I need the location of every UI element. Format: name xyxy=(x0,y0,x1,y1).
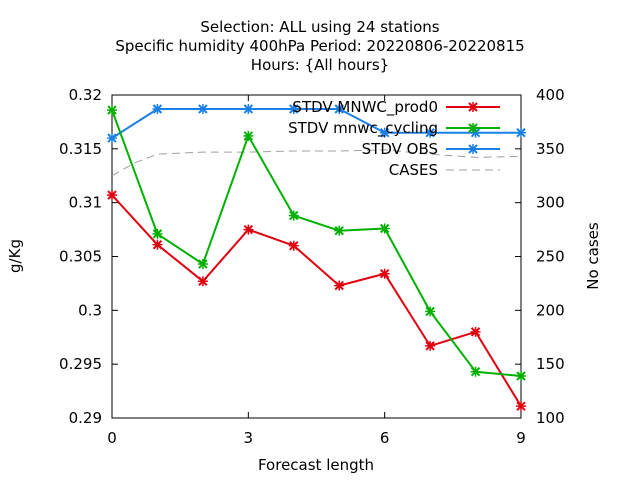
y2-tick-label: 150 xyxy=(536,355,565,373)
y-axis-label: g/Kg xyxy=(6,239,24,273)
y-tick-label: 0.29 xyxy=(69,409,102,427)
x-tick-label: 0 xyxy=(107,429,117,447)
data-point xyxy=(334,103,345,114)
data-point xyxy=(243,103,254,114)
data-point xyxy=(379,223,390,234)
data-point xyxy=(425,306,436,317)
data-point xyxy=(425,340,436,351)
data-point xyxy=(468,102,478,112)
legend-label: STDV mnwc_cycling xyxy=(288,119,438,138)
series-line-0 xyxy=(111,194,522,407)
y-tick-label: 0.32 xyxy=(69,86,102,104)
y-tick-label: 0.31 xyxy=(69,194,102,212)
data-point xyxy=(243,224,254,235)
series-line-2 xyxy=(111,108,521,139)
x-axis-label: Forecast length xyxy=(258,456,374,474)
data-point xyxy=(197,276,208,287)
y2-axis-label: No cases xyxy=(584,222,602,290)
series-layer xyxy=(107,103,526,412)
chart-title: Selection: ALL using 24 stations Specifi… xyxy=(115,18,524,74)
data-point xyxy=(470,326,481,337)
data-point xyxy=(107,190,117,201)
data-point xyxy=(152,228,163,239)
title-line-2: Specific humidity 400hPa Period: 2022080… xyxy=(115,37,524,55)
data-point xyxy=(379,127,390,138)
y-tick-label: 0.305 xyxy=(59,248,102,266)
x-axis-ticks: 0 3 6 9 xyxy=(107,95,526,447)
legend-label: CASES xyxy=(389,161,438,179)
data-point xyxy=(197,103,208,114)
data-point xyxy=(470,366,481,377)
y2-tick-label: 350 xyxy=(536,140,565,158)
title-line-1: Selection: ALL using 24 stations xyxy=(200,18,439,36)
legend-label: STDV OBS xyxy=(362,140,438,158)
y2-tick-label: 400 xyxy=(536,86,565,104)
y2-tick-label: 200 xyxy=(536,301,565,319)
x-tick-label: 9 xyxy=(516,429,526,447)
legend: STDV MNWC_prod0 STDV mnwc_cycling STDV OBS… xyxy=(288,98,500,179)
data-point xyxy=(425,127,436,138)
series-line-3 xyxy=(111,149,522,177)
data-point xyxy=(107,133,117,144)
data-point xyxy=(379,268,390,279)
x-tick-label: 6 xyxy=(380,429,390,447)
title-line-3: Hours: {All hours} xyxy=(251,56,389,74)
y2-tick-label: 300 xyxy=(536,194,565,212)
data-point xyxy=(516,127,526,138)
data-point xyxy=(288,240,299,251)
data-point xyxy=(516,371,526,382)
x-tick-label: 3 xyxy=(244,429,254,447)
data-point xyxy=(197,259,208,270)
series-line-1 xyxy=(111,109,522,377)
data-point xyxy=(334,280,345,291)
y-tick-label: 0.315 xyxy=(59,140,102,158)
y2-tick-label: 100 xyxy=(536,409,565,427)
data-point xyxy=(288,103,299,114)
y2-tick-label: 250 xyxy=(536,248,565,266)
data-point xyxy=(243,130,254,141)
data-point xyxy=(516,401,526,412)
y-tick-label: 0.3 xyxy=(78,301,102,319)
data-point xyxy=(288,210,299,221)
data-point xyxy=(152,239,163,250)
legend-label: STDV MNWC_prod0 xyxy=(292,98,438,117)
y2-axis-ticks: 100 150 200 250 300 350 400 xyxy=(515,86,565,427)
data-point xyxy=(152,103,163,114)
y-tick-label: 0.295 xyxy=(59,355,102,373)
data-point xyxy=(107,105,117,116)
data-point xyxy=(334,225,345,236)
data-point xyxy=(468,123,478,133)
y-axis-ticks: 0.29 0.295 0.3 0.305 0.31 0.315 0.32 xyxy=(59,86,118,427)
data-point xyxy=(468,144,478,154)
